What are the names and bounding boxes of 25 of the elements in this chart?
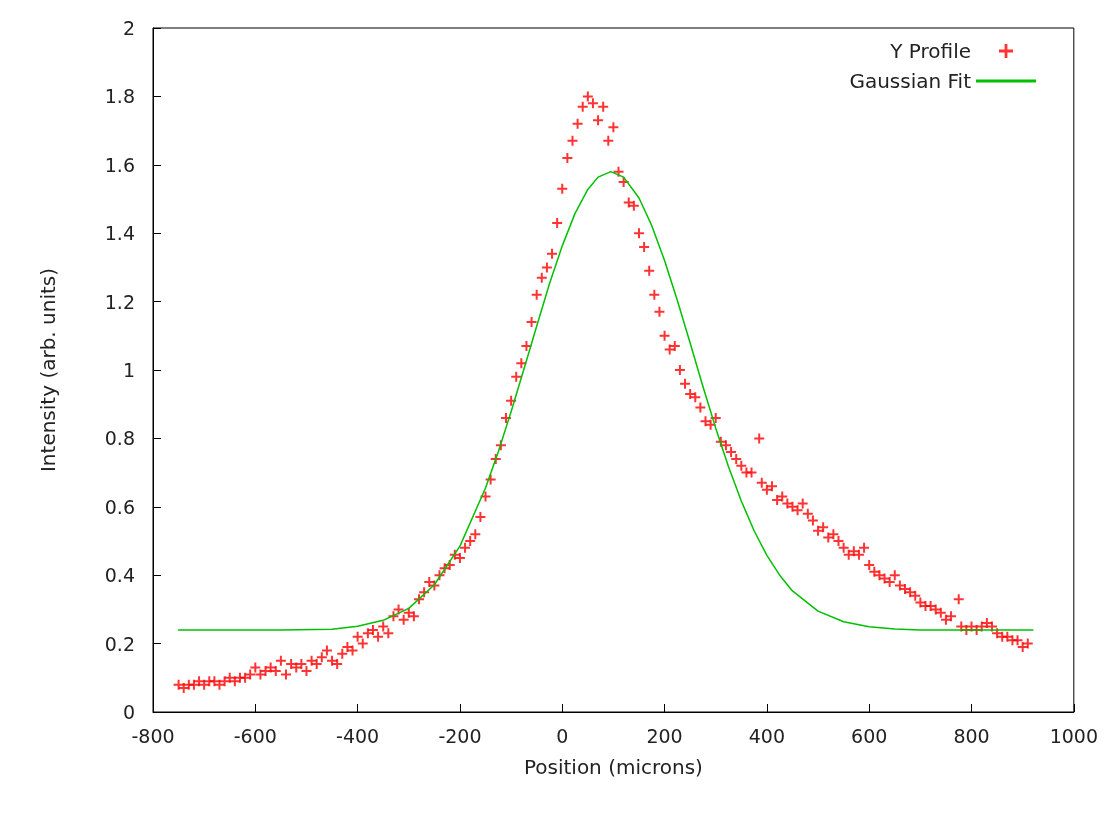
x-axis-title: Position (microns)	[523, 755, 703, 779]
x-tick-label: 600	[851, 724, 888, 747]
x-tick-label: -400	[336, 724, 380, 747]
y-tick-label: 1.2	[104, 290, 135, 313]
y-tick-label: 1	[122, 359, 135, 381]
x-tick-label: -600	[233, 724, 277, 747]
y-tick-label: 1.4	[104, 222, 135, 245]
y-tick-label: 0	[122, 701, 135, 723]
y-tick-label: 0.2	[104, 632, 135, 655]
x-tick-label: 1000	[1049, 724, 1098, 747]
x-tick-label: 200	[646, 724, 683, 747]
x-tick-label: 800	[953, 724, 990, 747]
y-tick-label: 0.8	[104, 427, 135, 450]
y-tick-label: 0.4	[104, 564, 135, 587]
y-tick-label: 1.6	[104, 153, 135, 176]
y-tick-label: 0.6	[104, 495, 135, 518]
y-axis-title: Intensity (arb. units)	[36, 267, 60, 473]
y-tick-label: 2	[122, 17, 135, 39]
y-tick-label: 1.8	[104, 85, 135, 108]
x-tick-label: 0	[556, 724, 569, 747]
x-tick-label: -800	[131, 724, 175, 747]
x-tick-label: -200	[438, 724, 482, 747]
x-tick-label: 400	[748, 724, 786, 747]
legend-label: Gaussian Fit	[849, 69, 972, 93]
legend-label: Y Profile	[889, 39, 971, 63]
